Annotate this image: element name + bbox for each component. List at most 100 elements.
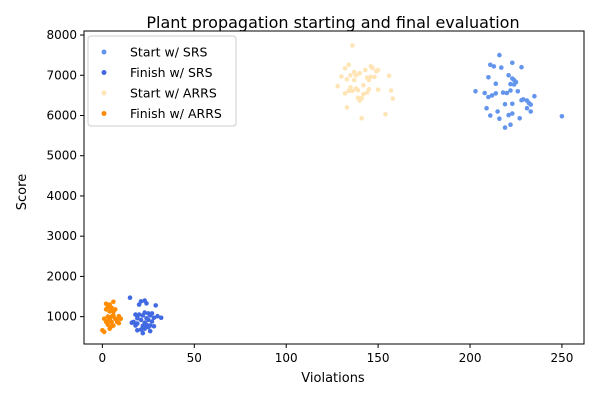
data-point xyxy=(151,315,157,321)
data-point xyxy=(138,327,144,332)
data-point xyxy=(390,96,396,101)
data-point xyxy=(344,105,350,110)
legend-label: Start w/ SRS xyxy=(130,45,208,60)
data-point xyxy=(489,93,495,98)
data-point xyxy=(101,329,107,335)
data-point xyxy=(138,317,144,323)
chart-title: Plant propagation starting and final eva… xyxy=(146,13,519,32)
x-tick-label: 0 xyxy=(99,351,107,365)
x-axis-label: Violations xyxy=(301,371,365,386)
y-tick-label: 4000 xyxy=(46,189,77,203)
data-point xyxy=(109,319,114,325)
legend-box xyxy=(87,35,237,127)
legend-marker xyxy=(101,90,107,96)
data-point xyxy=(497,116,502,121)
data-point xyxy=(109,305,114,311)
data-point xyxy=(111,299,116,305)
data-point xyxy=(368,74,374,80)
data-point xyxy=(502,125,508,130)
legend-label: Finish w/ SRS xyxy=(130,65,213,80)
data-point xyxy=(491,64,497,69)
x-tick-label: 250 xyxy=(550,351,573,365)
data-point xyxy=(357,70,363,76)
data-point xyxy=(335,83,341,89)
data-point xyxy=(138,299,144,304)
series-1-points xyxy=(473,52,565,130)
data-point xyxy=(372,74,377,80)
data-point xyxy=(348,85,353,90)
data-point xyxy=(488,62,493,68)
data-point xyxy=(361,91,366,97)
data-point xyxy=(508,81,513,87)
data-point xyxy=(510,60,515,66)
data-point xyxy=(127,295,133,301)
data-point xyxy=(359,95,364,101)
data-point xyxy=(488,113,493,118)
data-point xyxy=(370,65,375,71)
data-point xyxy=(528,102,533,107)
x-tick-label: 100 xyxy=(275,351,298,365)
data-point xyxy=(346,62,352,68)
data-point xyxy=(506,73,511,78)
legend-label: Finish w/ ARRS xyxy=(130,106,222,121)
data-point xyxy=(107,309,112,314)
data-point xyxy=(344,77,350,82)
y-tick-label: 2000 xyxy=(46,269,77,283)
data-point xyxy=(359,116,364,121)
data-point xyxy=(351,77,357,83)
data-point xyxy=(111,323,116,328)
data-point xyxy=(105,322,111,328)
y-tick-label: 8000 xyxy=(46,28,77,42)
data-point xyxy=(559,114,565,119)
axes: 0 50 100 150 200 250 1000 2000 3000 4000 5000 6000 7… xyxy=(46,28,585,365)
data-point xyxy=(484,105,489,111)
legend-marker xyxy=(101,111,107,116)
data-point xyxy=(146,317,151,323)
data-point xyxy=(133,312,138,317)
y-tick-label: 5000 xyxy=(46,149,77,163)
data-point xyxy=(135,316,140,321)
data-point xyxy=(116,320,122,326)
data-point xyxy=(499,65,504,70)
data-point xyxy=(147,323,153,328)
data-point xyxy=(353,73,359,78)
plot-area xyxy=(100,43,565,336)
data-point xyxy=(142,310,147,315)
legend-marker xyxy=(101,70,107,75)
data-point xyxy=(532,93,537,99)
x-tick-label: 50 xyxy=(187,351,202,365)
data-point xyxy=(131,319,136,325)
legend: Start w/ SRS Finish w/ SRS Start w/ ARRS Fi… xyxy=(87,35,237,127)
data-point xyxy=(508,122,513,127)
data-point xyxy=(493,81,499,86)
data-point xyxy=(495,109,500,114)
data-point xyxy=(521,97,526,102)
data-point xyxy=(342,66,348,71)
data-point xyxy=(339,74,344,79)
data-point xyxy=(517,116,522,121)
data-point xyxy=(473,89,478,94)
data-point xyxy=(135,321,140,326)
data-point xyxy=(502,101,508,107)
data-point xyxy=(149,311,155,316)
data-point xyxy=(528,109,533,114)
data-point xyxy=(508,88,513,93)
data-point xyxy=(388,88,394,93)
data-point xyxy=(375,67,381,73)
data-point xyxy=(118,316,124,322)
data-point xyxy=(504,90,510,96)
legend-marker xyxy=(101,49,107,55)
y-axis-label: Score xyxy=(15,174,30,210)
series-2-points xyxy=(127,295,164,336)
data-point xyxy=(497,52,502,58)
data-point xyxy=(355,87,361,93)
data-point xyxy=(151,324,157,329)
data-point xyxy=(144,301,149,306)
legend-label: Start w/ ARRS xyxy=(130,86,217,101)
y-tick-label: 1000 xyxy=(46,310,77,324)
data-point xyxy=(142,326,147,332)
y-tick-label: 3000 xyxy=(46,229,77,243)
data-point xyxy=(147,328,153,334)
data-point xyxy=(140,330,146,336)
data-point xyxy=(524,105,530,111)
